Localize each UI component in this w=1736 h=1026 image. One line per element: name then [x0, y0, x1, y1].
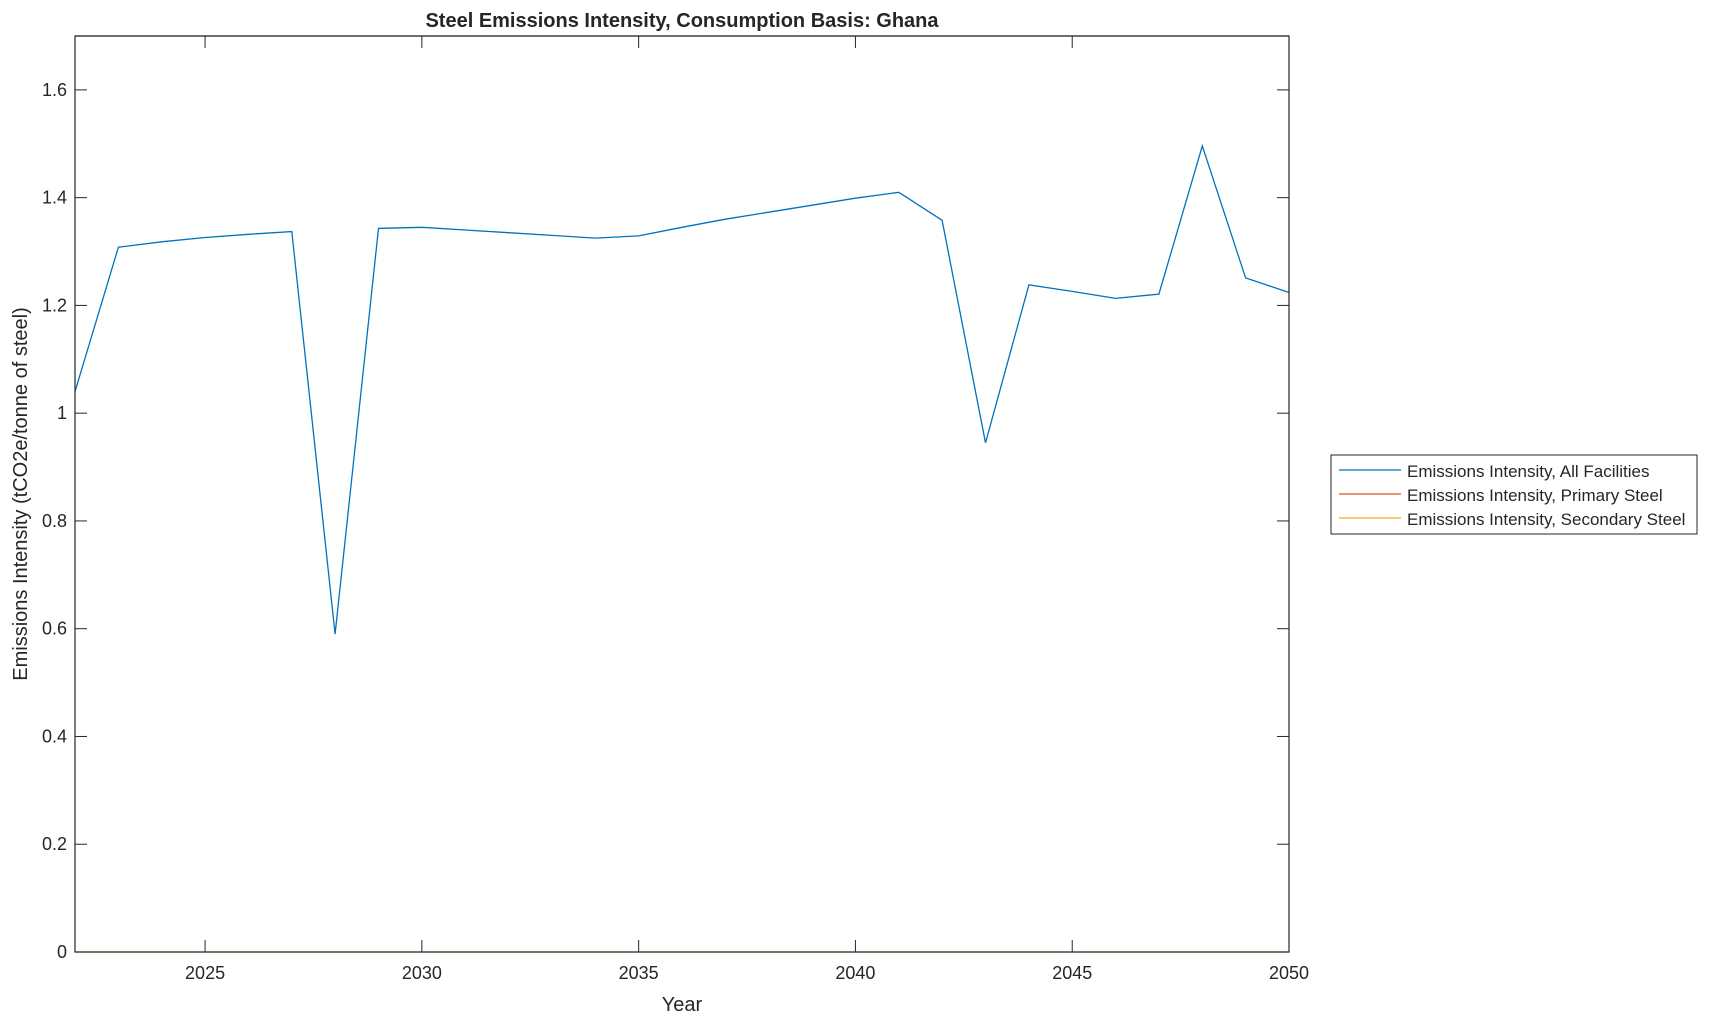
ticks-layer: 2025 2030 2035 2040 2045 2050 0 0.2 0.4 0.6 0.8 1 1.…: [42, 36, 1309, 983]
legend-label-primary-steel: Emissions Intensity, Primary Steel: [1407, 486, 1663, 505]
x-tick-label: 2030: [402, 963, 442, 983]
y-tick-label: 0.8: [42, 511, 67, 531]
legend: Emissions Intensity, All Facilities Emis…: [1330, 454, 1698, 535]
y-tick-label: 0.4: [42, 726, 67, 746]
chart-title: Steel Emissions Intensity, Consumption B…: [425, 10, 939, 32]
x-tick-label: 2040: [835, 963, 875, 983]
y-tick-label: 0.6: [42, 619, 67, 639]
y-tick-label: 1.6: [42, 80, 67, 100]
x-tick-label: 2035: [619, 963, 659, 983]
y-tick-label: 0: [57, 942, 67, 962]
y-tick-label: 1.2: [42, 295, 67, 315]
x-tick-label: 2050: [1269, 963, 1309, 983]
y-tick-label: 0.2: [42, 834, 67, 854]
legend-label-secondary-steel: Emissions Intensity, Secondary Steel: [1407, 510, 1685, 529]
y-tick-label: 1.4: [42, 188, 67, 208]
y-tick-label: 1: [57, 403, 67, 423]
series-layer: [74, 35, 1290, 953]
plot-area-frame: [74, 35, 1290, 953]
x-axis-label: Year: [662, 994, 703, 1016]
series-line-emissions-intensity-all-facilities: [74, 143, 1290, 635]
y-axis-label: Emissions Intensity (tCO2e/tonne of stee…: [10, 307, 32, 681]
x-tick-label: 2045: [1052, 963, 1092, 983]
x-tick-label: 2025: [185, 963, 225, 983]
legend-label-all-facilities: Emissions Intensity, All Facilities: [1407, 462, 1649, 481]
